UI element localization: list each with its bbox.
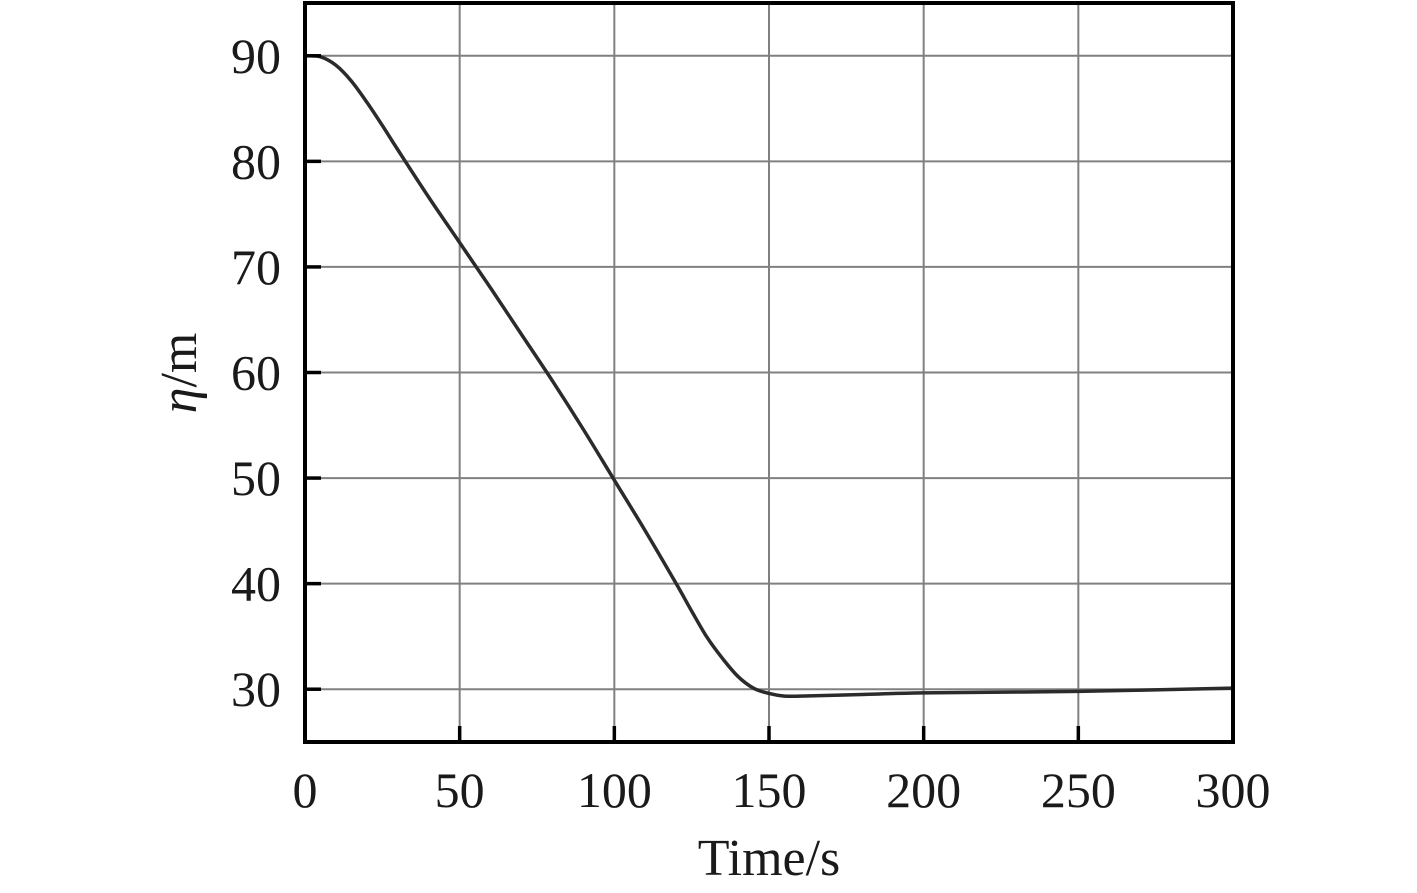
series-layer [303,54,1235,699]
y-axis-symbol: η [151,388,208,414]
x-tick-label: 250 [1041,762,1116,818]
x-tick-label: 200 [886,762,961,818]
x-tick-label: 0 [293,762,318,818]
x-tick-label: 150 [732,762,807,818]
series-line [303,54,1235,699]
axis-ticks [303,54,1235,742]
y-axis-label: η/m [151,333,208,414]
y-tick-label: 60 [231,345,281,401]
y-axis-unit: /m [151,333,208,388]
y-tick-label: 90 [231,28,281,84]
grid [304,3,1234,742]
y-tick-label: 70 [231,239,281,295]
y-tick-label: 30 [231,661,281,717]
x-tick-label: 50 [435,762,485,818]
y-tick-label: 80 [231,133,281,189]
y-tick-labels: 30 40 50 60 70 80 90 [231,28,281,717]
x-tick-label: 300 [1196,762,1271,818]
x-axis-label: Time/s [698,830,841,887]
x-tick-labels: 0 50 100 150 200 250 300 [293,762,1271,818]
y-tick-label: 50 [231,450,281,506]
x-tick-label: 100 [577,762,652,818]
y-tick-label: 40 [231,556,281,612]
